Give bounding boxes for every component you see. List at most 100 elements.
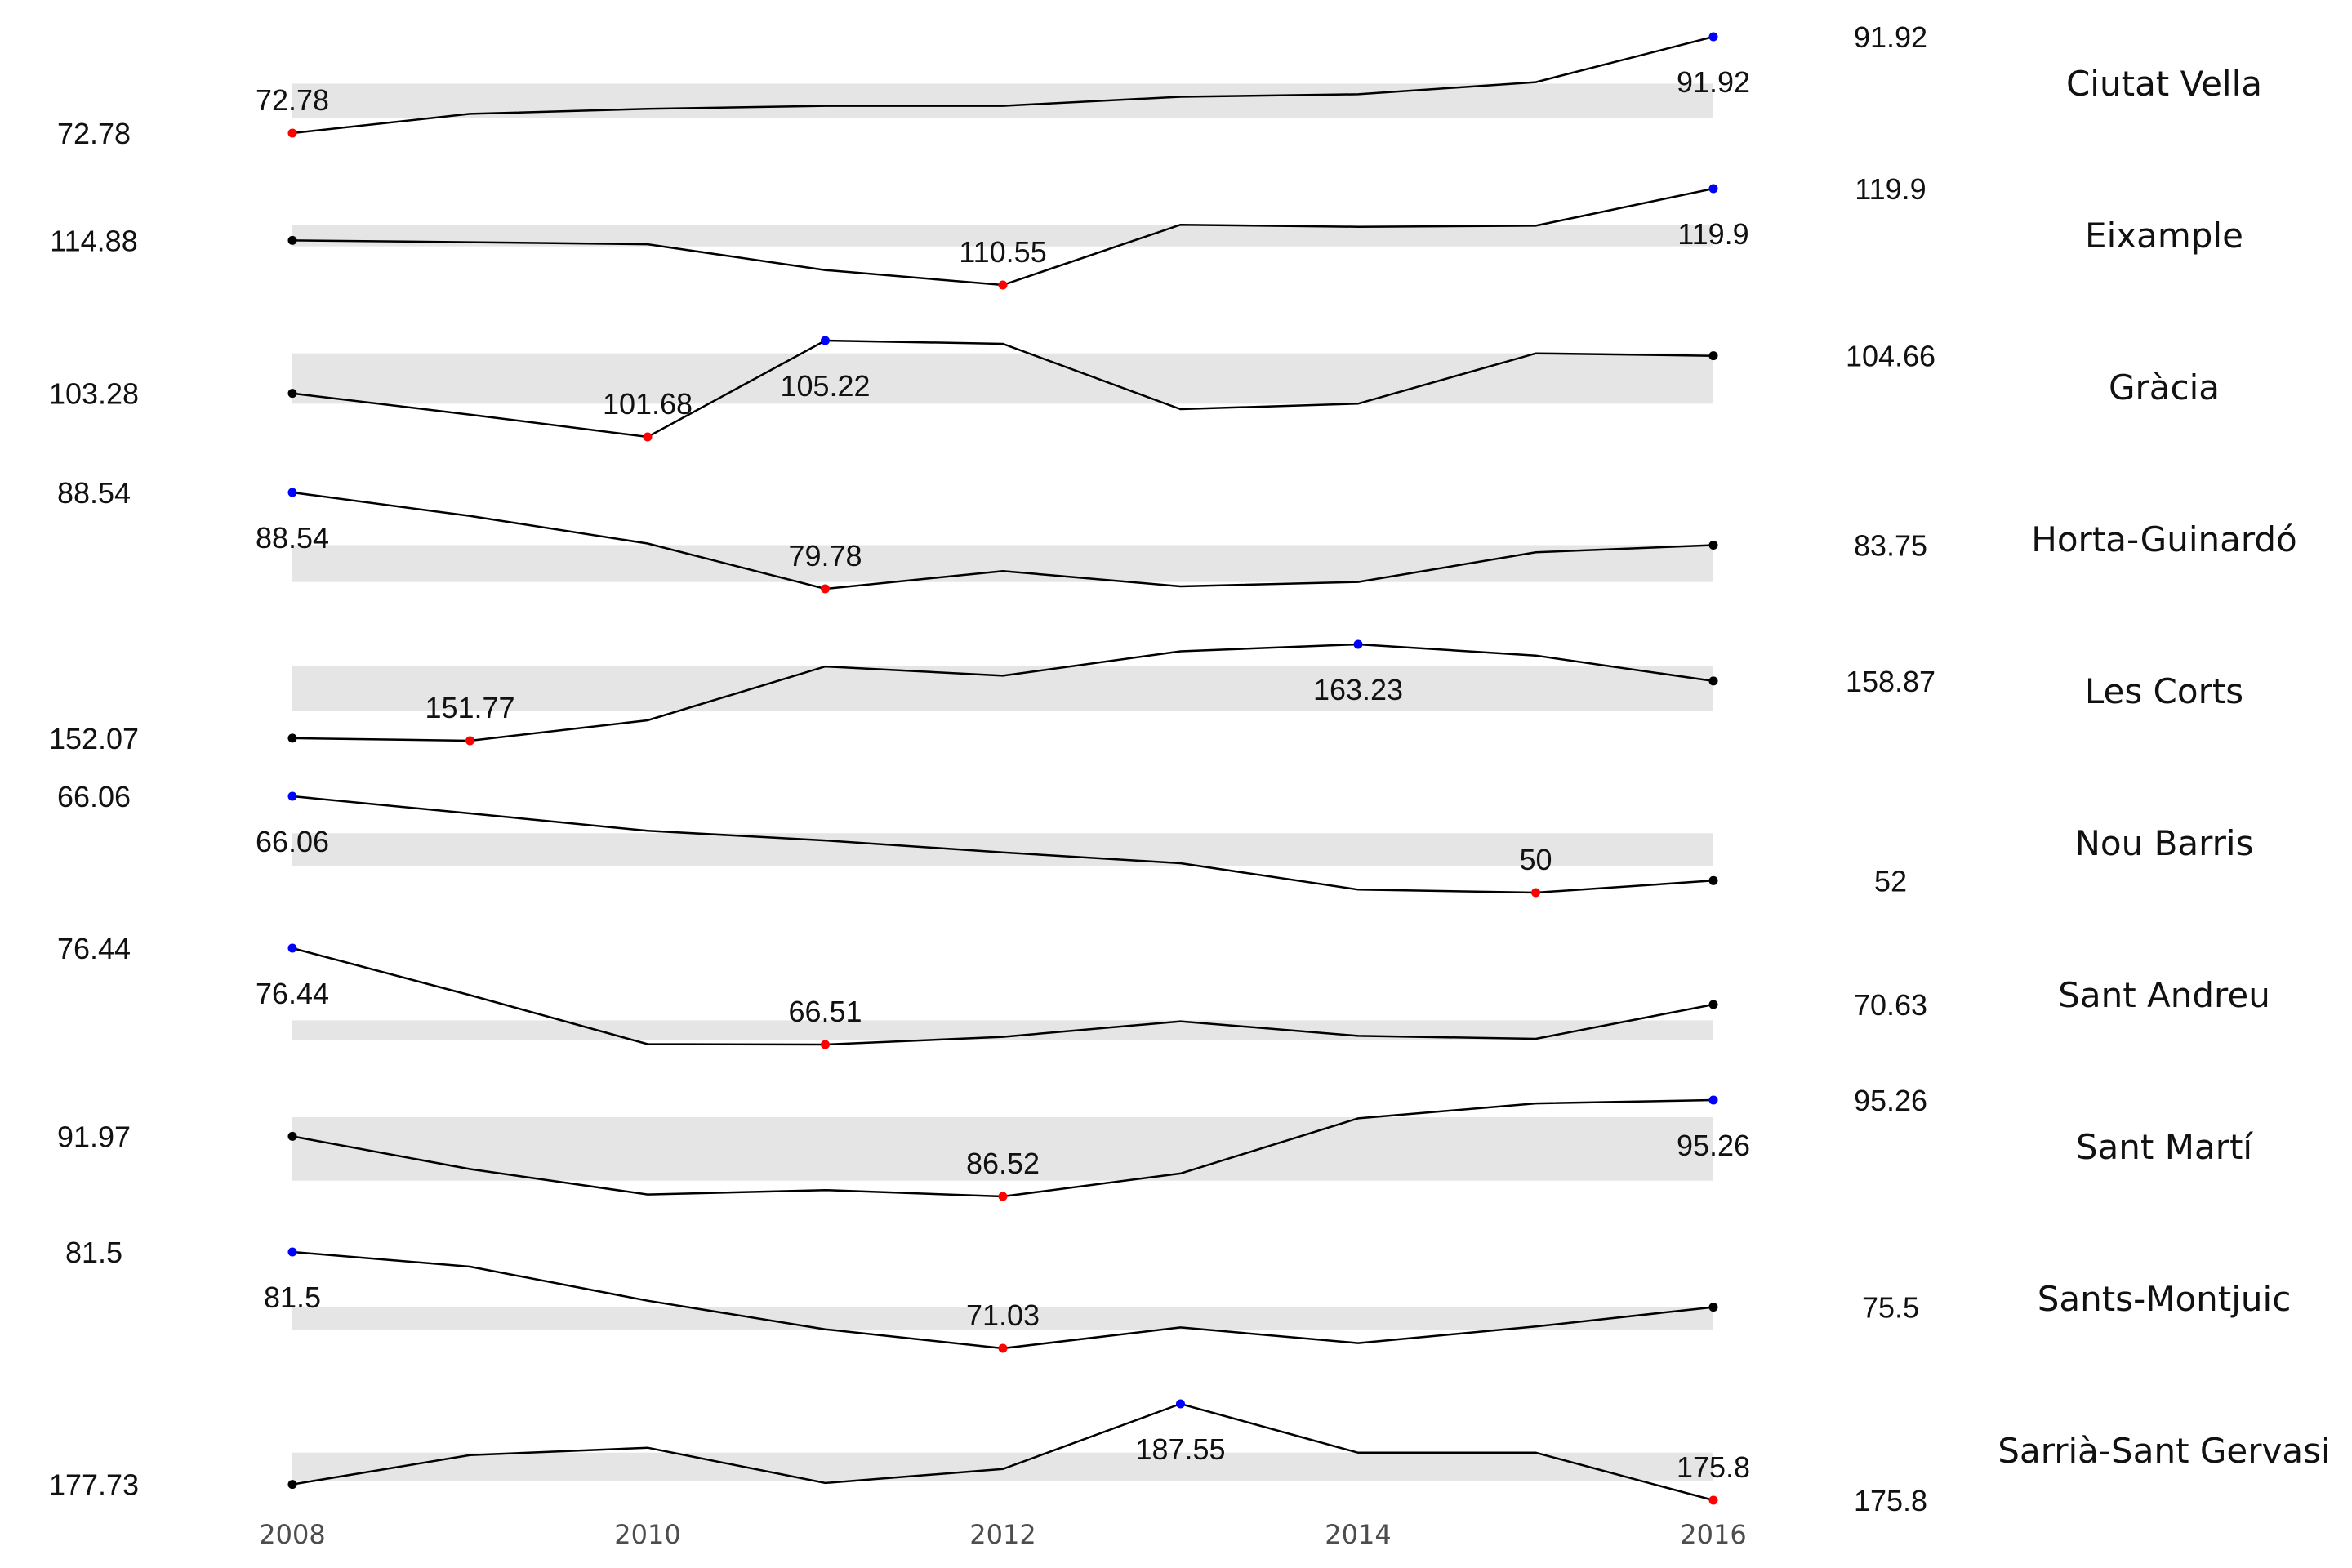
x-axis: 2008 2010 2012 2014 2016 — [259, 1519, 1746, 1550]
end-value-label: 91.92 — [1854, 20, 1927, 54]
end-point — [287, 389, 297, 399]
start-value-label: 72.78 — [57, 117, 131, 150]
start-value-label: 152.07 — [49, 722, 139, 755]
max-point — [1708, 1095, 1718, 1105]
min-point — [1708, 1495, 1718, 1505]
panels-layer: 72.78 91.92 72.78 91.92 Ciutat Vella 110.55 11… — [49, 20, 2331, 1517]
panel-name-label: Gràcia — [2109, 368, 2220, 408]
panel-9: 175.8 187.55 177.73 175.8 Sarrià-Sant Gervas… — [49, 1399, 2331, 1517]
min-point — [287, 128, 297, 138]
min-value-label: 110.55 — [959, 235, 1046, 269]
min-value-label: 151.77 — [425, 691, 514, 724]
max-value-label: 187.55 — [1135, 1432, 1225, 1466]
series-line — [292, 339, 1714, 439]
max-value-label: 95.26 — [1677, 1129, 1750, 1162]
min-value-label: 175.8 — [1677, 1450, 1750, 1484]
series-line — [292, 35, 1714, 135]
panel-4: 151.77 163.23 152.07 158.87 Les Corts — [49, 639, 2243, 755]
panel-name-label: Horta-Guinardó — [2031, 519, 2297, 559]
end-point — [1708, 351, 1718, 361]
iqr-band — [292, 353, 1713, 404]
end-point — [1708, 676, 1718, 686]
panel-name-label: Sarrià-Sant Gervasi — [1998, 1431, 2330, 1471]
min-value-label: 86.52 — [966, 1147, 1040, 1180]
iqr-band — [292, 666, 1713, 711]
end-value-label: 175.8 — [1854, 1484, 1927, 1517]
panel-7: 86.52 95.26 91.97 95.26 Sant Martí — [57, 1084, 2253, 1201]
iqr-band — [292, 1452, 1713, 1481]
end-point — [1708, 541, 1718, 550]
min-value-label: 72.78 — [256, 83, 329, 117]
end-value-label: 95.26 — [1854, 1084, 1927, 1117]
max-point — [287, 488, 297, 497]
max-value-label: 76.44 — [256, 977, 329, 1010]
panel-name-label: Les Corts — [2085, 671, 2243, 711]
min-point — [1531, 888, 1540, 898]
max-value-label: 81.5 — [264, 1281, 321, 1314]
end-point — [287, 1480, 297, 1490]
start-value-label: 114.88 — [50, 224, 137, 257]
panel-name-label: Sants-Montjuic — [2038, 1279, 2292, 1319]
iqr-band — [292, 1117, 1713, 1181]
start-value-label: 81.5 — [65, 1236, 122, 1269]
panel-5: 50 66.06 66.06 52 Nou Barris — [57, 780, 2254, 898]
max-value-label: 163.23 — [1313, 673, 1403, 706]
panel-6: 66.51 76.44 76.44 70.63 Sant Andreu — [57, 932, 2270, 1049]
series-line — [292, 1402, 1714, 1502]
min-point — [821, 584, 830, 594]
start-value-label: 88.54 — [57, 476, 131, 510]
iqr-band — [292, 1307, 1713, 1330]
end-value-label: 70.63 — [1854, 988, 1927, 1022]
end-point — [1708, 1000, 1718, 1009]
start-value-label: 66.06 — [57, 780, 131, 813]
min-point — [998, 1192, 1008, 1201]
min-value-label: 79.78 — [788, 539, 862, 572]
panel-name-label: Sant Andreu — [2058, 975, 2270, 1015]
series-line — [292, 643, 1714, 742]
x-tick-label: 2016 — [1680, 1519, 1746, 1550]
max-point — [287, 1247, 297, 1257]
end-point — [287, 235, 297, 245]
end-value-label: 119.9 — [1855, 172, 1926, 206]
end-value-label: 104.66 — [1846, 340, 1936, 373]
max-point — [1353, 639, 1363, 649]
x-tick-label: 2010 — [614, 1519, 680, 1550]
max-value-label: 88.54 — [256, 521, 329, 555]
iqr-band — [292, 833, 1713, 866]
end-value-label: 158.87 — [1846, 665, 1936, 698]
panel-0: 72.78 91.92 72.78 91.92 Ciutat Vella — [57, 20, 2262, 150]
end-point — [287, 733, 297, 743]
panel-name-label: Ciutat Vella — [2066, 64, 2262, 104]
min-value-label: 66.51 — [788, 995, 862, 1028]
panel-name-label: Sant Martí — [2076, 1127, 2254, 1167]
min-value-label: 101.68 — [603, 387, 693, 421]
max-value-label: 66.06 — [256, 825, 329, 858]
x-tick-label: 2012 — [969, 1519, 1036, 1550]
panel-2: 101.68 105.22 103.28 104.66 Gràcia — [49, 336, 2220, 442]
max-point — [287, 791, 297, 801]
max-value-label: 119.9 — [1677, 217, 1748, 251]
start-value-label: 103.28 — [49, 377, 139, 411]
series-line — [292, 947, 1714, 1046]
start-value-label: 76.44 — [57, 932, 131, 965]
max-value-label: 105.22 — [780, 369, 870, 403]
start-value-label: 91.97 — [57, 1120, 131, 1153]
max-value-label: 91.92 — [1677, 65, 1750, 99]
end-point — [1708, 1303, 1718, 1312]
min-point — [643, 432, 653, 442]
panel-8: 71.03 81.5 81.5 75.5 Sants-Montjuic — [65, 1236, 2291, 1353]
series-line — [292, 491, 1714, 590]
max-point — [1708, 32, 1718, 42]
end-point — [287, 1131, 297, 1141]
end-point — [1708, 875, 1718, 885]
end-value-label: 52 — [1874, 864, 1907, 898]
x-tick-label: 2014 — [1325, 1519, 1391, 1550]
x-tick-label: 2008 — [259, 1519, 325, 1550]
min-value-label: 71.03 — [966, 1298, 1040, 1332]
min-point — [998, 280, 1008, 290]
min-point — [466, 736, 474, 746]
end-value-label: 75.5 — [1862, 1291, 1919, 1325]
min-value-label: 50 — [1519, 843, 1552, 876]
panel-name-label: Nou Barris — [2075, 823, 2254, 863]
